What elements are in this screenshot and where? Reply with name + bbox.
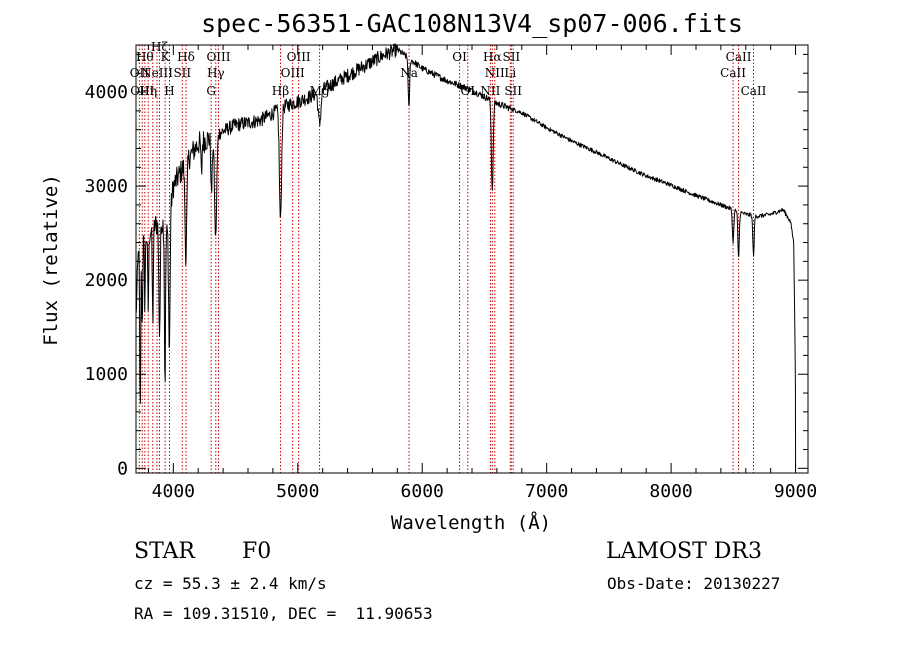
line-label: Na <box>400 66 418 80</box>
y-tick-label: 4000 <box>85 82 128 103</box>
line-label: OIII <box>206 50 230 64</box>
line-label: SII <box>502 50 520 64</box>
line-label: NII <box>485 66 505 80</box>
line-label: OI <box>452 50 467 64</box>
line-label: Hδ <box>177 50 195 64</box>
line-label: CaII <box>726 50 752 64</box>
x-tick-label: 4000 <box>152 481 195 502</box>
obs-date-text: Obs-Date: 20130227 <box>607 574 781 593</box>
line-label: Hθ <box>136 50 154 64</box>
survey-name: LAMOST DR3 <box>606 539 762 564</box>
x-axis-ticks: 4000 5000 6000 7000 8000 9000 <box>147 45 817 502</box>
x-tick-label: 8000 <box>649 481 692 502</box>
plot-frame <box>135 44 809 474</box>
line-label: Hβ <box>272 84 289 98</box>
object-subclass: F0 <box>242 539 272 564</box>
line-label: CaII <box>741 84 767 98</box>
line-label: OIII <box>287 50 311 64</box>
y-tick-label: 0 <box>117 458 128 479</box>
line-label: H <box>164 84 174 98</box>
line-label: Li <box>504 66 516 80</box>
line-label: SII <box>173 66 191 80</box>
line-label: NeIII <box>141 66 173 80</box>
x-tick-label: 9000 <box>774 481 817 502</box>
y-axis-label: Flux (relative) <box>40 174 62 346</box>
y-tick-label: 2000 <box>85 270 128 291</box>
line-label: G <box>206 84 216 98</box>
spectral-line-markers <box>138 45 754 473</box>
redshift-text: cz = 55.3 ± 2.4 km/s <box>134 574 327 593</box>
x-axis-label: Wavelength (Å) <box>391 511 551 534</box>
x-tick-label: 5000 <box>276 481 319 502</box>
line-label: NII <box>480 84 500 98</box>
y-axis-ticks: 0 1000 2000 3000 4000 <box>85 53 808 479</box>
x-tick-label: 6000 <box>401 481 444 502</box>
object-class: STAR <box>134 539 195 564</box>
chart-title: spec-56351-GAC108N13V4_sp07-006.fits <box>201 9 743 38</box>
line-label: OIII <box>281 66 305 80</box>
line-label: Hη <box>139 84 157 98</box>
x-tick-label: 7000 <box>525 481 568 502</box>
spectrum-line <box>135 43 797 469</box>
coordinates-text: RA = 109.31510, DEC = 11.90653 <box>134 604 433 623</box>
line-label: Hα <box>483 50 502 64</box>
line-label: Hζ <box>151 40 168 54</box>
y-tick-label: 3000 <box>85 176 128 197</box>
line-label: CaII <box>720 66 746 80</box>
y-tick-label: 1000 <box>85 364 128 385</box>
line-label: SII <box>504 84 522 98</box>
line-label: Hγ <box>207 66 225 80</box>
line-label: K <box>161 50 171 64</box>
